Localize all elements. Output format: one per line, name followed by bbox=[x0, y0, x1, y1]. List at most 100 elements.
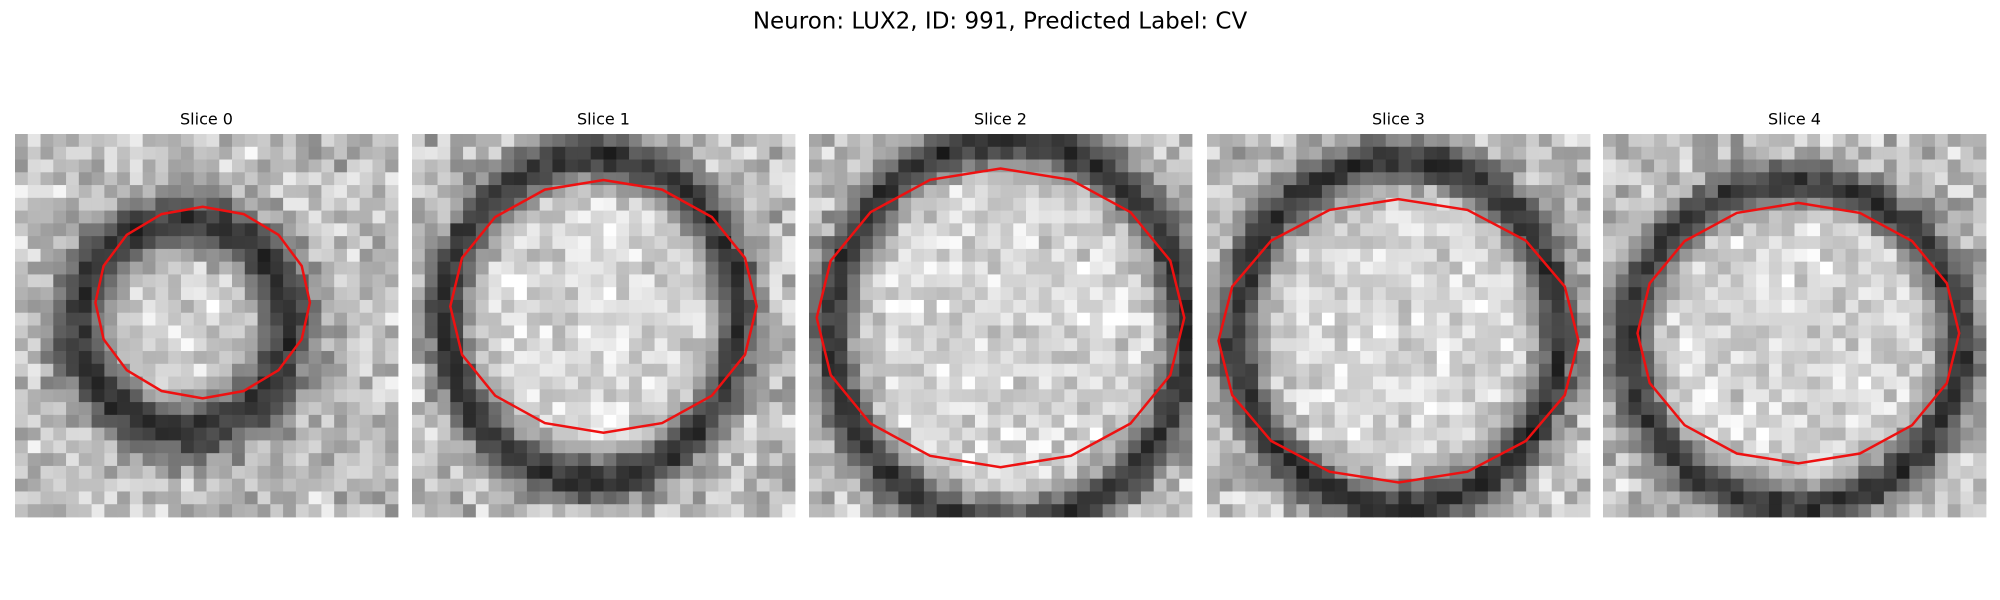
pixel bbox=[437, 465, 451, 480]
pixel bbox=[359, 504, 373, 518]
pixel bbox=[974, 325, 989, 339]
pixel bbox=[104, 185, 118, 199]
pixel bbox=[78, 197, 92, 211]
pixel bbox=[1334, 146, 1348, 160]
pixel bbox=[1730, 376, 1744, 390]
pixel bbox=[1334, 453, 1348, 467]
pixel bbox=[206, 172, 220, 186]
pixel bbox=[66, 274, 80, 288]
pixel bbox=[1296, 351, 1310, 365]
pixel bbox=[424, 376, 438, 390]
pixel bbox=[1551, 223, 1565, 237]
pixel bbox=[1360, 287, 1374, 301]
pixel bbox=[1551, 363, 1565, 377]
pixel bbox=[1179, 351, 1193, 365]
pixel bbox=[987, 504, 1001, 518]
pixel bbox=[1245, 338, 1259, 352]
pixel bbox=[1347, 440, 1361, 454]
pixel bbox=[1462, 185, 1476, 199]
pixel bbox=[232, 351, 246, 365]
pixel bbox=[346, 504, 361, 518]
pixel bbox=[692, 351, 707, 365]
pixel bbox=[1679, 376, 1693, 390]
pixel bbox=[1270, 338, 1284, 352]
pixel bbox=[501, 274, 515, 288]
pixel bbox=[590, 491, 604, 505]
pixel bbox=[1347, 491, 1361, 505]
pixel bbox=[1756, 248, 1770, 263]
pixel bbox=[1500, 134, 1514, 148]
pixel bbox=[603, 146, 617, 160]
pixel bbox=[1564, 504, 1578, 518]
pixel bbox=[450, 134, 464, 148]
pixel bbox=[1807, 465, 1821, 480]
pixel bbox=[769, 478, 783, 492]
pixel bbox=[463, 185, 477, 199]
pixel bbox=[1934, 197, 1949, 211]
pixel bbox=[514, 159, 528, 173]
pixel bbox=[1832, 197, 1846, 211]
pixel bbox=[359, 402, 373, 416]
pixel bbox=[1372, 185, 1387, 199]
pixel bbox=[1973, 197, 1987, 211]
pixel bbox=[1283, 414, 1297, 429]
pixel bbox=[1026, 465, 1040, 480]
pixel bbox=[731, 414, 745, 429]
pixel bbox=[692, 338, 707, 352]
pixel bbox=[1564, 402, 1578, 416]
pixel bbox=[1449, 172, 1463, 186]
pixel bbox=[782, 134, 796, 148]
pixel bbox=[359, 440, 373, 454]
pixel bbox=[450, 223, 464, 237]
pixel bbox=[1666, 402, 1680, 416]
pixel bbox=[1883, 146, 1898, 160]
pixel bbox=[1487, 210, 1502, 224]
pixel bbox=[731, 299, 745, 314]
pixel bbox=[885, 236, 899, 250]
pixel bbox=[1051, 351, 1065, 365]
pixel bbox=[654, 427, 668, 441]
pixel bbox=[1947, 172, 1961, 186]
pixel bbox=[705, 465, 719, 480]
pixel bbox=[629, 427, 643, 441]
pixel bbox=[1756, 414, 1770, 429]
pixel bbox=[577, 146, 592, 160]
pixel bbox=[193, 248, 207, 263]
pixel bbox=[91, 376, 105, 390]
pixel bbox=[1896, 338, 1910, 352]
pixel bbox=[1385, 299, 1399, 314]
pixel bbox=[155, 414, 169, 429]
pixel bbox=[1743, 351, 1757, 365]
pixel bbox=[1628, 299, 1642, 314]
pixel bbox=[450, 210, 464, 224]
pixel bbox=[359, 427, 373, 441]
pixel bbox=[1934, 504, 1949, 518]
pixel bbox=[1000, 402, 1014, 416]
pixel bbox=[898, 146, 912, 160]
pixel bbox=[1462, 312, 1476, 326]
pixel bbox=[565, 146, 579, 160]
pixel bbox=[15, 338, 29, 352]
pixel bbox=[898, 427, 912, 441]
pixel bbox=[1883, 185, 1898, 199]
pixel bbox=[1794, 159, 1808, 173]
pixel bbox=[1089, 197, 1104, 211]
pixel bbox=[1424, 402, 1438, 416]
pixel bbox=[923, 363, 938, 377]
pixel bbox=[117, 185, 131, 199]
pixel bbox=[1934, 274, 1949, 288]
pixel bbox=[232, 312, 246, 326]
pixel bbox=[232, 453, 246, 467]
pixel bbox=[244, 465, 258, 480]
pixel bbox=[1922, 210, 1936, 224]
pixel bbox=[206, 248, 220, 263]
pixel bbox=[1385, 504, 1399, 518]
pixel bbox=[1334, 223, 1348, 237]
pixel bbox=[385, 287, 399, 301]
pixel bbox=[1679, 338, 1693, 352]
pixel bbox=[78, 338, 92, 352]
pixel bbox=[1166, 427, 1180, 441]
pixel bbox=[180, 261, 195, 275]
pixel bbox=[1258, 223, 1272, 237]
pixel bbox=[1538, 414, 1553, 429]
